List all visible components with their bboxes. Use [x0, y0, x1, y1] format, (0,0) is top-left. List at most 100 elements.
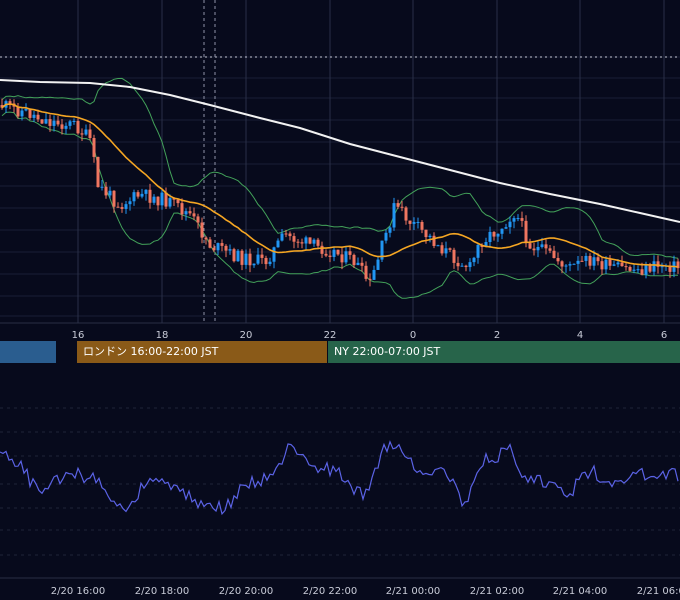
candle-body [440, 245, 444, 254]
candle-body [432, 235, 436, 246]
candle-body [272, 247, 276, 262]
candle-body [612, 264, 616, 266]
candle-body [328, 255, 332, 257]
candle-body [372, 269, 376, 280]
candle-body [604, 259, 608, 270]
candle-body [240, 250, 244, 265]
candle-body [296, 241, 300, 243]
candle-body [560, 261, 564, 267]
oscillator-x-axis: 2/20 16:00 2/20 18:00 2/20 20:00 2/20 22:00… [51, 586, 680, 597]
candle-body [644, 264, 648, 275]
candle-body [584, 255, 588, 261]
candle-body [364, 265, 368, 279]
candle-body [384, 232, 388, 241]
candle-body [592, 257, 596, 266]
candle-body [76, 120, 80, 134]
candle-body [220, 243, 224, 246]
candle-body [84, 129, 88, 135]
candle-body [520, 218, 524, 221]
candle-body [552, 250, 556, 258]
candle-body [340, 254, 344, 263]
candle-body [572, 263, 576, 265]
session-ny: NY 22:00-07:00 JST [328, 341, 680, 363]
candle-body [120, 207, 124, 209]
candle-body [232, 249, 236, 262]
oscillator-grid [0, 407, 680, 556]
price-x-tick-label: 2 [494, 330, 500, 341]
candle-body [284, 233, 288, 235]
bollinger-bands [1, 77, 679, 299]
candle-body [276, 240, 280, 248]
candle-body [164, 192, 168, 207]
candle-body [436, 245, 440, 247]
candle-body [408, 220, 412, 224]
candle-body [268, 261, 272, 265]
price-x-tick-label: 6 [661, 330, 667, 341]
session-ny-label: NY 22:00-07:00 JST [334, 345, 441, 358]
candle-body [128, 201, 132, 205]
candle-body [348, 251, 352, 255]
candle-body [476, 244, 480, 258]
candle-body [392, 203, 396, 228]
candle-body [500, 228, 504, 234]
candle-body [28, 108, 32, 118]
candle-body [20, 110, 24, 117]
candle-body [200, 222, 204, 238]
candle-body [456, 262, 460, 267]
candle-body [60, 124, 64, 129]
candle-body [588, 255, 592, 266]
candle-body [648, 264, 652, 272]
oscillator-line [0, 440, 679, 516]
candle-body [196, 216, 200, 223]
oscillator-x-tick-label: 2/21 02:00 [470, 586, 524, 597]
candle-body [136, 192, 140, 197]
candle-body [148, 189, 152, 203]
oscillator-x-tick-label: 2/20 16:00 [51, 586, 105, 597]
candle-body [640, 269, 644, 275]
candle-body [288, 233, 292, 237]
candle-body [412, 221, 416, 224]
candle-body [632, 269, 636, 271]
candle-body [460, 265, 464, 267]
candle-body [496, 233, 500, 237]
candle-body [352, 254, 356, 266]
candle-body [112, 190, 116, 207]
candle-body [396, 203, 400, 207]
candle-body [192, 213, 196, 217]
candle-body [108, 190, 112, 196]
candle-body [420, 221, 424, 230]
candle-body [544, 244, 548, 249]
candle-body [388, 227, 392, 233]
candle-body [524, 220, 528, 244]
price-x-tick-label: 16 [72, 330, 85, 341]
candle-body [580, 260, 584, 262]
price-x-tick-label: 0 [410, 330, 416, 341]
candle-body [608, 259, 612, 266]
moving-average-long-line [0, 79, 680, 223]
candle-body [100, 186, 104, 188]
moving-average-short-line [1, 103, 679, 268]
candles [0, 98, 680, 287]
candle-body [376, 259, 380, 270]
candle-body [492, 231, 496, 237]
candle-body [244, 253, 248, 265]
candle-body [64, 125, 68, 129]
oscillator-x-tick-label: 2/20 22:00 [303, 586, 357, 597]
candle-body [8, 101, 12, 104]
candle-body [24, 108, 28, 111]
candle-body [248, 253, 252, 266]
candle-body [0, 105, 4, 108]
candle-body [360, 262, 364, 266]
candle-body [184, 211, 188, 215]
candle-body [104, 186, 108, 196]
price-x-axis: 16 18 20 22 0 2 4 6 [72, 330, 668, 341]
candle-body [168, 198, 172, 207]
candle-body [448, 248, 452, 250]
candle-body [488, 231, 492, 243]
session-london: ロンドン 16:00-22:00 JST [77, 341, 327, 363]
candle-body [156, 196, 160, 206]
candle-body [540, 244, 544, 247]
candle-body [624, 266, 628, 268]
candle-body [528, 243, 532, 249]
